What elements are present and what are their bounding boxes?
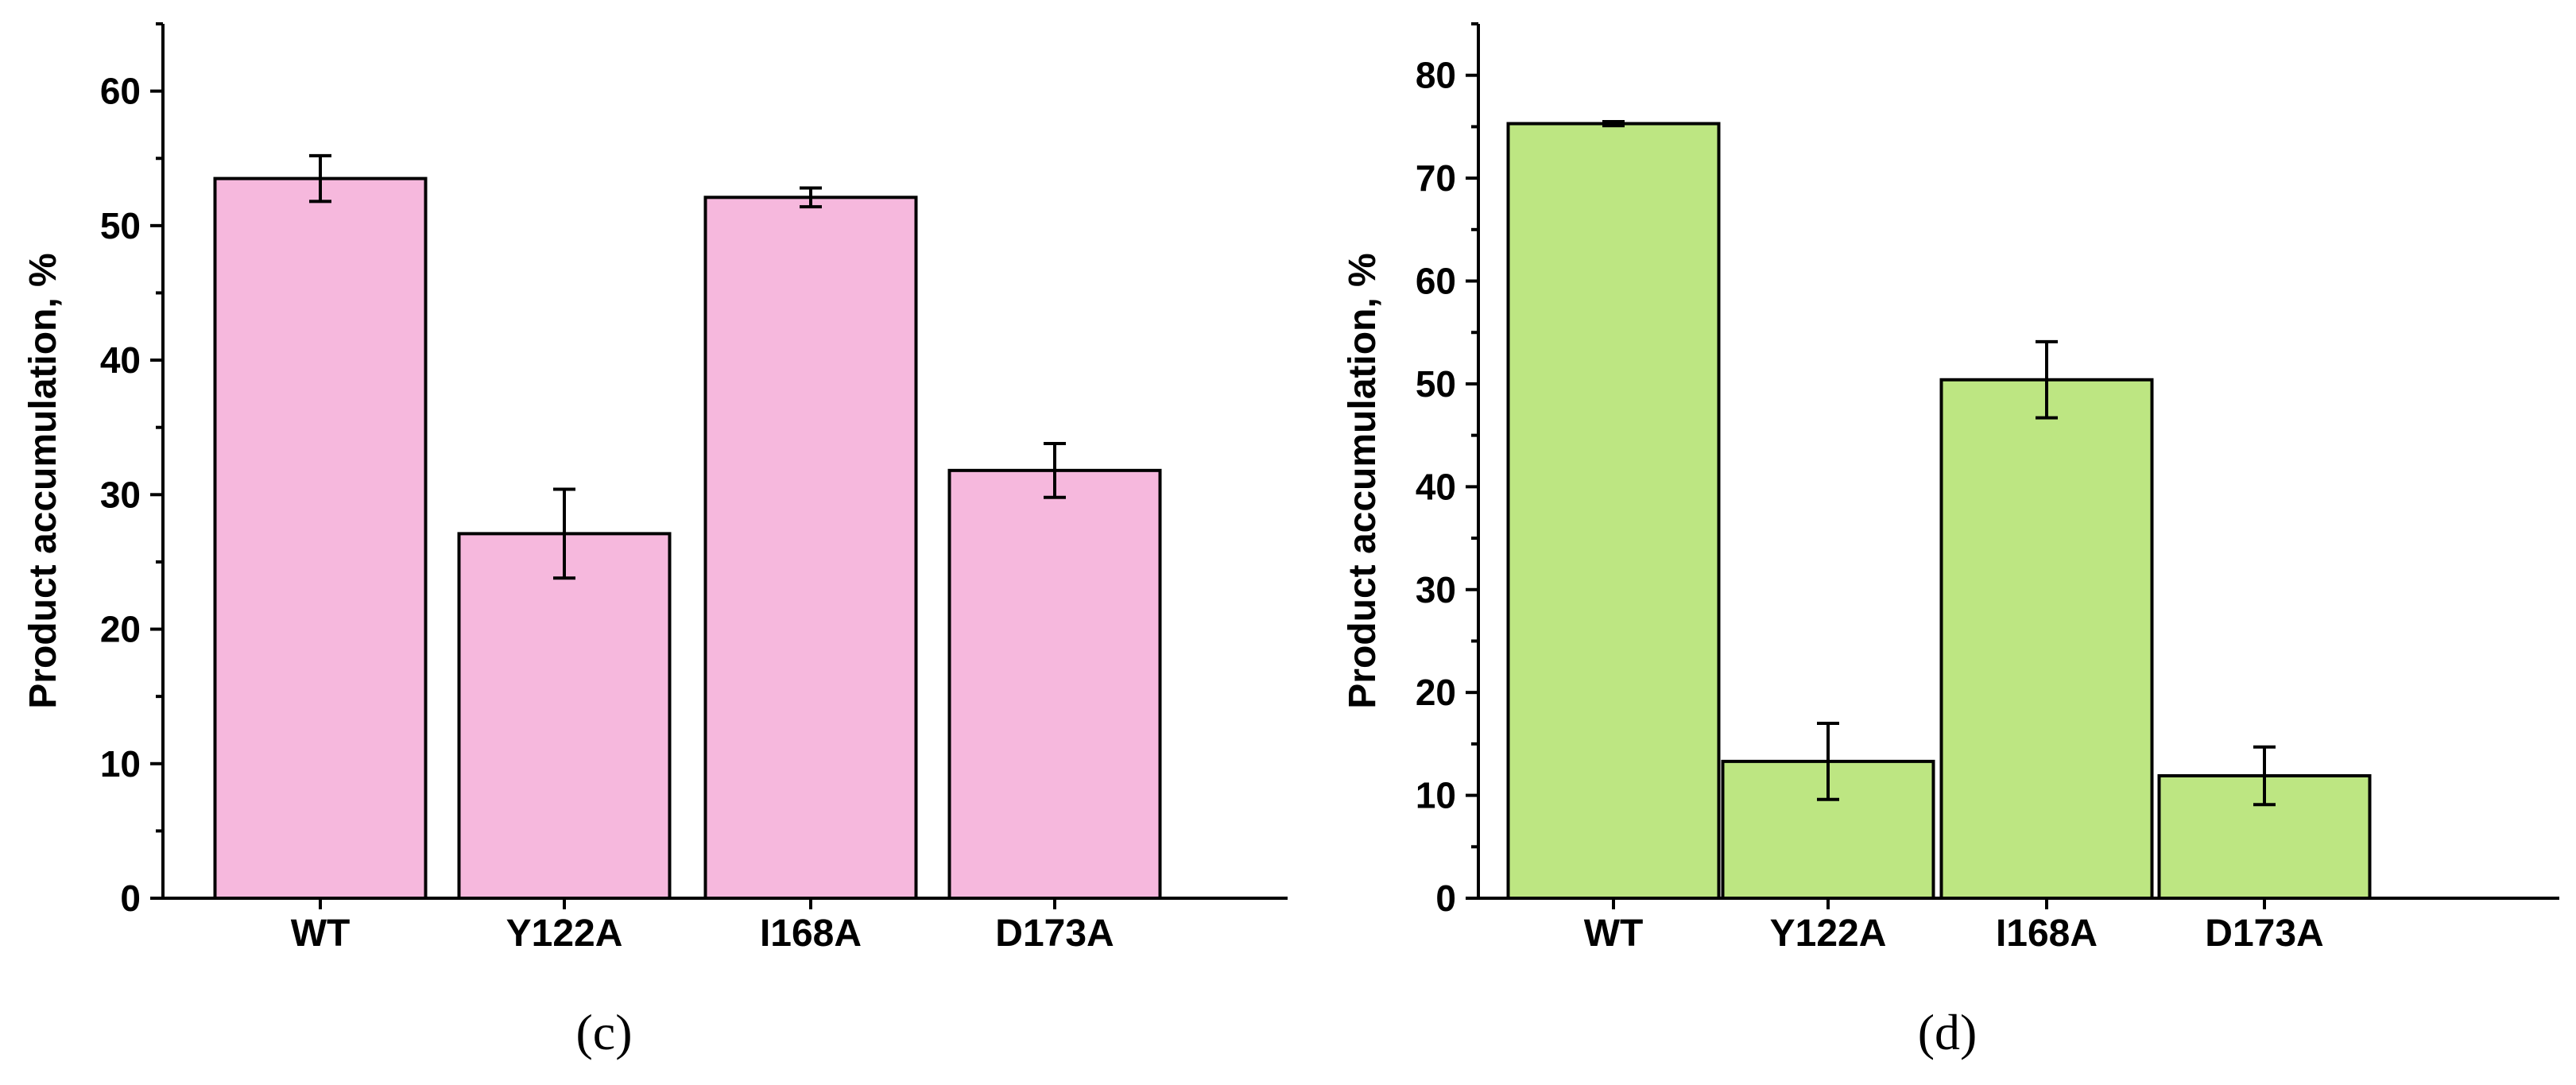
y-ticks-d: 0 10 20 30 40 50 60 70 80: [1416, 22, 1478, 919]
x-tick-label-y122a-c: Y122A: [506, 913, 623, 955]
x-tick-label-i168a-d: I168A: [1996, 913, 2098, 955]
error-bar-y122a-d: [1817, 722, 1839, 801]
x-tick-label-wt-c: WT: [291, 913, 351, 955]
y-tick-label-d: 40: [1416, 466, 1456, 507]
y-tick-label-d: 70: [1416, 157, 1456, 199]
y-tick-label-d: 0: [1435, 878, 1456, 919]
y-tick-label-d: 30: [1416, 569, 1456, 610]
error-bar-d173a-d: [2253, 745, 2276, 807]
y-ticks-c: 0 10 20 30 40 50 60: [100, 22, 163, 919]
x-tick-label-d173a-d: D173A: [2205, 913, 2323, 955]
x-tick-label-y122a-d: Y122A: [1770, 913, 1887, 955]
x-categories-d: WT Y122A I168A D173A: [1584, 898, 2324, 955]
x-categories-c: WT Y122A I168A D173A: [291, 898, 1114, 955]
x-tick-label-i168a-c: I168A: [760, 913, 862, 955]
chart-panel-c: Product accumulation, % 0 10 20 30 40 50 60 WT…: [22, 22, 1288, 1060]
bar-d173a-c: [947, 468, 1162, 900]
error-bar-i168a-d: [2036, 339, 2058, 420]
chart-panel-d: Product accumulation, % 0 10 20 30 40 50 60 70 8…: [1342, 22, 2559, 1060]
error-bar-wt-d: [1602, 119, 1625, 128]
y-tick-label-c: 20: [100, 609, 141, 650]
y-tick-label-d: 10: [1416, 775, 1456, 816]
panel-label-c: (c): [575, 1004, 632, 1060]
error-bars-d: [1602, 119, 2276, 807]
bar-wt-c: [213, 176, 428, 901]
y-tick-label-c: 50: [100, 205, 141, 246]
bar-i168a-d: [1939, 378, 2154, 900]
error-bar-y122a-c: [553, 487, 575, 580]
panel-label-d: (d): [1918, 1004, 1978, 1060]
y-tick-label-c: 40: [100, 339, 141, 381]
error-bar-i168a-c: [800, 186, 822, 209]
y-tick-label-d: 50: [1416, 363, 1456, 405]
y-tick-label-c: 0: [120, 878, 141, 919]
x-tick-label-d173a-c: D173A: [995, 913, 1114, 955]
bar-wt-d: [1506, 122, 1721, 900]
y-tick-label-d: 60: [1416, 261, 1456, 302]
error-bar-wt-c: [309, 153, 331, 203]
bar-y122a-c: [457, 532, 672, 901]
x-tick-label-wt-d: WT: [1584, 913, 1644, 955]
bar-i168a-c: [703, 196, 918, 901]
error-bars-c: [309, 153, 1066, 580]
y-axis-title-c: Product accumulation, %: [22, 253, 64, 708]
y-tick-label-c: 30: [100, 474, 141, 515]
y-tick-label-d: 20: [1416, 672, 1456, 713]
y-tick-label-d: 80: [1416, 55, 1456, 96]
bars-c: [213, 176, 1162, 901]
y-tick-label-c: 10: [100, 743, 141, 785]
y-tick-label-c: 60: [100, 71, 141, 112]
bars-d: [1506, 122, 2372, 900]
y-axis-title-d: Product accumulation, %: [1342, 253, 1384, 708]
error-bar-d173a-c: [1044, 442, 1066, 499]
